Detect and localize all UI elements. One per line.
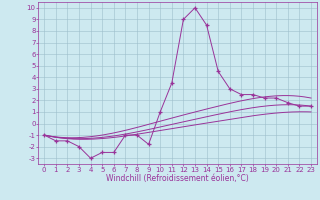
X-axis label: Windchill (Refroidissement éolien,°C): Windchill (Refroidissement éolien,°C) xyxy=(106,174,249,183)
